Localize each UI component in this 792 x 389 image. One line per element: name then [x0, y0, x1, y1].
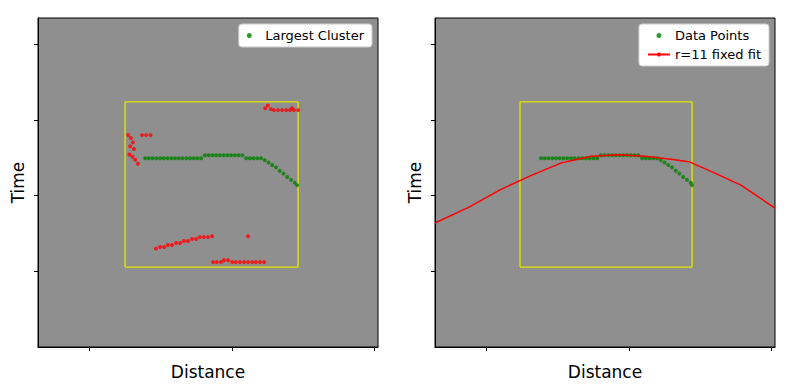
svg-text:Largest Cluster: Largest Cluster	[265, 28, 364, 43]
svg-text:r=11 fixed fit: r=11 fixed fit	[675, 47, 761, 62]
svg-text:Time: Time	[8, 162, 28, 205]
svg-text:Distance: Distance	[171, 362, 245, 382]
svg-text:Time: Time	[405, 162, 425, 205]
svg-text:Distance: Distance	[568, 362, 642, 382]
svg-text:Data Points: Data Points	[675, 28, 749, 43]
